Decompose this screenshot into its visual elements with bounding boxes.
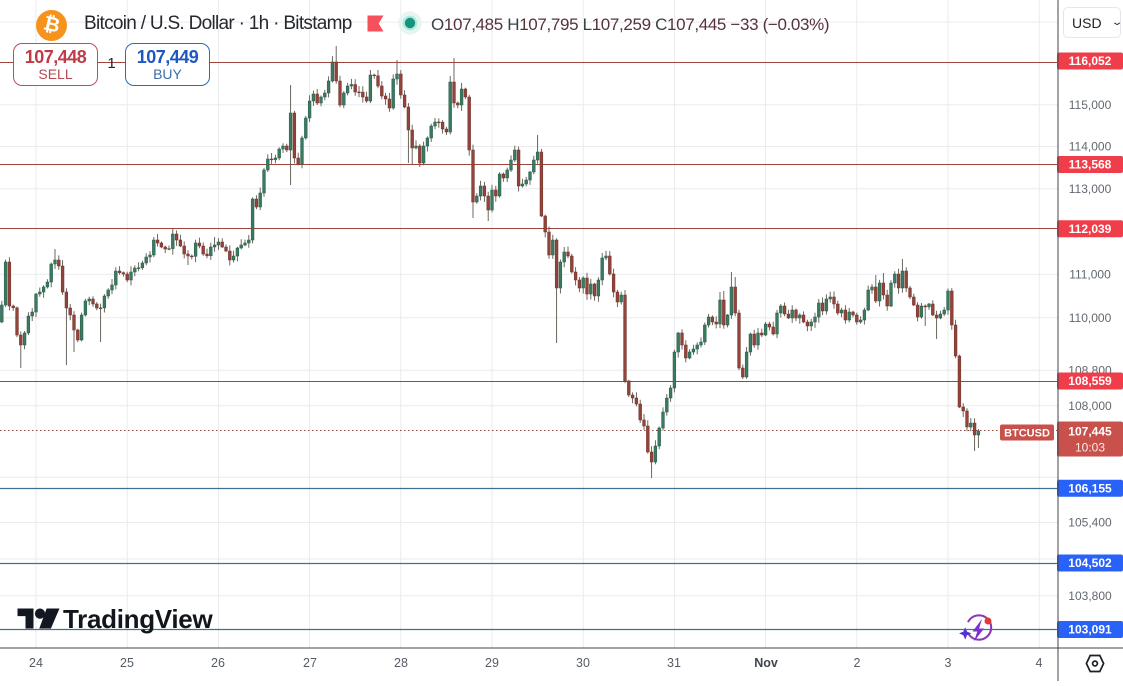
svg-text:2: 2 <box>854 656 861 670</box>
svg-text:26: 26 <box>211 656 225 670</box>
svg-text:103,800: 103,800 <box>1068 589 1112 603</box>
svg-text:106,155: 106,155 <box>1068 482 1112 496</box>
svg-text:4: 4 <box>1036 656 1043 670</box>
svg-text:104,502: 104,502 <box>1068 556 1112 570</box>
svg-text:3: 3 <box>945 656 952 670</box>
svg-text:115,000: 115,000 <box>1069 98 1112 112</box>
svg-text:27: 27 <box>303 656 317 670</box>
svg-text:29: 29 <box>485 656 499 670</box>
svg-text:108,559: 108,559 <box>1068 374 1112 388</box>
svg-text:111,000: 111,000 <box>1069 268 1111 282</box>
svg-text:112,039: 112,039 <box>1069 222 1112 236</box>
svg-text:30: 30 <box>576 656 590 670</box>
svg-text:105,400: 105,400 <box>1068 516 1112 530</box>
svg-text:Nov: Nov <box>754 656 778 670</box>
svg-text:113,568: 113,568 <box>1069 158 1112 172</box>
svg-text:BTCUSD: BTCUSD <box>1004 428 1050 440</box>
svg-text:107,445: 107,445 <box>1068 425 1112 439</box>
svg-text:28: 28 <box>394 656 408 670</box>
svg-text:116,052: 116,052 <box>1069 54 1112 68</box>
svg-text:114,000: 114,000 <box>1069 140 1112 154</box>
svg-text:24: 24 <box>29 656 43 670</box>
svg-text:103,091: 103,091 <box>1068 623 1112 637</box>
svg-text:113,000: 113,000 <box>1069 182 1112 196</box>
svg-text:31: 31 <box>667 656 681 670</box>
svg-text:110,000: 110,000 <box>1069 311 1112 325</box>
svg-text:25: 25 <box>120 656 134 670</box>
svg-text:10:03: 10:03 <box>1075 441 1105 455</box>
svg-text:108,000: 108,000 <box>1068 399 1112 413</box>
